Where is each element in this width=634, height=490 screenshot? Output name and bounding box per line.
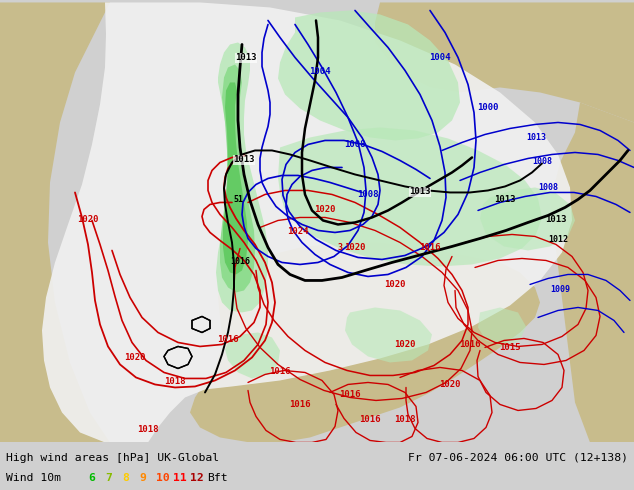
Text: 51: 51 — [233, 196, 243, 204]
Text: 1020: 1020 — [124, 353, 146, 363]
Text: 1004: 1004 — [309, 68, 331, 76]
Polygon shape — [42, 2, 572, 442]
Text: 1020: 1020 — [394, 341, 416, 349]
Text: 3: 3 — [337, 244, 342, 252]
Polygon shape — [223, 82, 248, 274]
Text: 1016: 1016 — [230, 257, 250, 267]
Text: 1008: 1008 — [532, 157, 552, 167]
Text: 1008: 1008 — [357, 191, 378, 199]
Text: 1015: 1015 — [499, 343, 521, 352]
Text: 1008: 1008 — [344, 141, 366, 149]
Polygon shape — [190, 243, 540, 442]
Text: 1020: 1020 — [77, 216, 99, 224]
Polygon shape — [278, 10, 460, 141]
Text: 1013: 1013 — [526, 133, 546, 143]
Polygon shape — [0, 2, 110, 442]
Text: 1008: 1008 — [538, 183, 558, 193]
Text: 1018: 1018 — [164, 377, 186, 387]
Text: 1018: 1018 — [394, 416, 416, 424]
Text: 1016: 1016 — [217, 336, 239, 344]
Text: 1013: 1013 — [233, 155, 255, 165]
Text: 9: 9 — [139, 473, 146, 483]
Text: 1016: 1016 — [419, 244, 441, 252]
Text: 1012: 1012 — [548, 236, 568, 245]
Text: 1024: 1024 — [287, 227, 309, 237]
Text: 1016: 1016 — [359, 416, 381, 424]
Text: High wind areas [hPa] UK-Global: High wind areas [hPa] UK-Global — [6, 453, 219, 463]
Polygon shape — [278, 127, 542, 267]
Polygon shape — [375, 2, 634, 122]
Text: 1016: 1016 — [459, 341, 481, 349]
Text: 7: 7 — [105, 473, 112, 483]
Polygon shape — [236, 344, 295, 394]
Text: 1013: 1013 — [235, 53, 257, 62]
Text: 1016: 1016 — [289, 400, 311, 410]
Text: 1013: 1013 — [410, 188, 430, 196]
Text: 1013: 1013 — [495, 196, 515, 204]
Text: 1018: 1018 — [137, 425, 158, 435]
Polygon shape — [478, 307, 526, 346]
Polygon shape — [220, 261, 260, 302]
Text: 1020: 1020 — [439, 380, 461, 390]
Text: 1020: 1020 — [314, 205, 336, 215]
Text: 1009: 1009 — [550, 286, 570, 294]
Text: 12: 12 — [190, 473, 204, 483]
Text: Wind 10m: Wind 10m — [6, 473, 61, 483]
Text: 11: 11 — [173, 473, 187, 483]
Text: 1013: 1013 — [545, 216, 567, 224]
Text: 1016: 1016 — [269, 368, 291, 376]
Text: 1020: 1020 — [384, 280, 406, 290]
Polygon shape — [345, 307, 432, 363]
Text: 1020: 1020 — [344, 244, 366, 252]
Text: 1004: 1004 — [429, 53, 451, 62]
Text: 1016: 1016 — [339, 391, 361, 399]
Polygon shape — [225, 332, 280, 378]
Text: Bft: Bft — [207, 473, 228, 483]
Text: 10: 10 — [156, 473, 170, 483]
Text: 6: 6 — [88, 473, 95, 483]
Text: Fr 07-06-2024 06:00 UTC (12+138): Fr 07-06-2024 06:00 UTC (12+138) — [408, 453, 628, 463]
Polygon shape — [480, 188, 575, 250]
Text: 8: 8 — [122, 473, 129, 483]
Text: 1000: 1000 — [477, 103, 499, 113]
Polygon shape — [550, 102, 634, 442]
Polygon shape — [216, 43, 268, 313]
Polygon shape — [220, 65, 255, 293]
